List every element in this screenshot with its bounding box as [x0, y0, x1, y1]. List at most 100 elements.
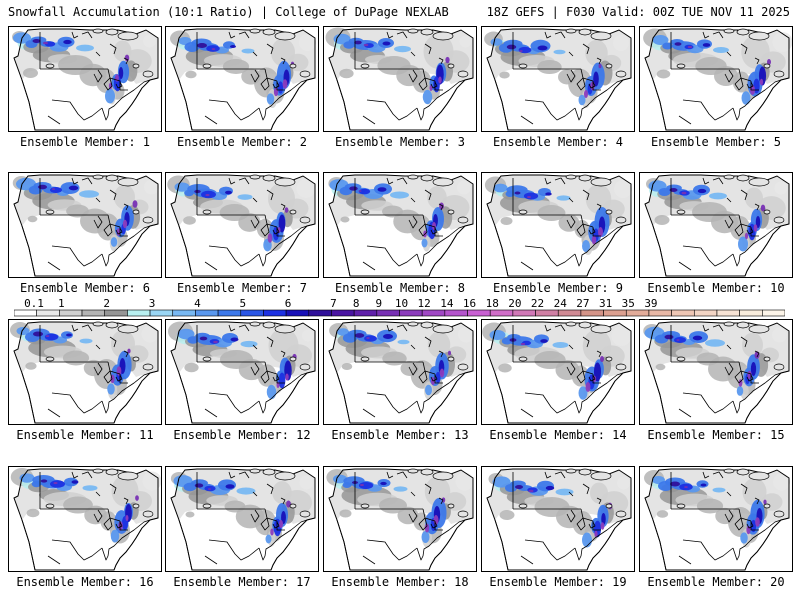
snowfall-map: [8, 172, 162, 278]
colorbar-swatch: [399, 309, 423, 317]
snowfall-map: [639, 26, 793, 132]
colorbar-swatch: [444, 309, 468, 317]
colorbar-tick-label: 9: [376, 297, 383, 310]
member-label: Ensemble Member: 1: [19, 135, 151, 149]
colorbar-swatch: [557, 309, 582, 317]
member-label: Ensemble Member: 4: [492, 135, 624, 149]
snowfall-map: [639, 466, 793, 572]
ensemble-member-panel: Ensemble Member: 17: [165, 466, 319, 589]
colorbar-tick-label: 24: [554, 297, 568, 310]
colorbar-swatch: [580, 309, 604, 317]
member-label: Ensemble Member: 2: [176, 135, 308, 149]
colorbar-swatch: [172, 309, 196, 317]
member-label: Ensemble Member: 6: [19, 281, 151, 295]
snowfall-map: [481, 466, 635, 572]
colorbar-swatch: [739, 309, 763, 317]
colorbar-swatch: [285, 309, 310, 317]
colorbar-tick-label: 2: [103, 297, 110, 310]
colorbar-swatch: [195, 309, 219, 317]
member-label: Ensemble Member: 5: [650, 135, 782, 149]
ensemble-member-panel: Ensemble Member: 3: [323, 26, 477, 149]
colorbar-swatch: [104, 309, 128, 317]
colorbar-swatch: [512, 309, 536, 317]
member-label: Ensemble Member: 13: [331, 428, 469, 442]
snowfall-map: [323, 172, 477, 278]
snowfall-map: [323, 26, 477, 132]
colorbar-swatch: [263, 309, 287, 317]
ensemble-member-panel: Ensemble Member: 2: [165, 26, 319, 149]
colorbar-swatch: [59, 309, 83, 317]
colorbar-swatch: [331, 309, 355, 317]
ensemble-member-panel: Ensemble Member: 7: [165, 172, 319, 295]
colorbar-swatch: [149, 309, 174, 317]
member-label: Ensemble Member: 7: [176, 281, 308, 295]
colorbar-tick-label: 35: [622, 297, 635, 310]
member-label: Ensemble Member: 3: [334, 135, 466, 149]
chart-title: Snowfall Accumulation (10:1 Ratio) | Col…: [8, 5, 449, 19]
snowfall-map: [165, 26, 319, 132]
ensemble-member-panel: Ensemble Member: 9: [481, 172, 635, 295]
snowfall-map: [165, 172, 319, 278]
colorbar-swatch: [716, 309, 740, 317]
snowfall-map: [8, 466, 162, 572]
member-label: Ensemble Member: 10: [647, 281, 785, 295]
snowfall-map: [639, 172, 793, 278]
colorbar-swatch: [671, 309, 695, 317]
colorbar-tick-label: 4: [194, 297, 201, 310]
ensemble-member-panel: Ensemble Member: 10: [639, 172, 793, 295]
snowfall-map: [165, 466, 319, 572]
colorbar-tick-label: 5: [239, 297, 246, 310]
ensemble-member-panel: Ensemble Member: 11: [8, 319, 162, 442]
ensemble-member-panel: Ensemble Member: 5: [639, 26, 793, 149]
ensemble-member-panel: Ensemble Member: 19: [481, 466, 635, 589]
colorbar-tick-label: 16: [463, 297, 476, 310]
colorbar-tick-label: 12: [418, 297, 431, 310]
snowfall-map: [8, 319, 162, 425]
colorbar-swatch: [603, 309, 627, 317]
member-label: Ensemble Member: 15: [647, 428, 785, 442]
colorbar-swatch: [376, 309, 400, 317]
colorbar-swatch: [762, 309, 785, 317]
colorbar-tick-label: 39: [644, 297, 657, 310]
colorbar-swatch: [14, 309, 37, 317]
ensemble-member-panel: Ensemble Member: 13: [323, 319, 477, 442]
ensemble-member-panel: Ensemble Member: 15: [639, 319, 793, 442]
snowfall-map: [323, 319, 477, 425]
member-label: Ensemble Member: 14: [489, 428, 627, 442]
snowfall-map: [8, 26, 162, 132]
ensemble-member-panel: Ensemble Member: 12: [165, 319, 319, 442]
member-label: Ensemble Member: 12: [173, 428, 311, 442]
snowfall-colorbar: 0.1 1 2 3 4 5 6 7 8 9 10 12 14 16 18 20 22 24 27 31 35 39: [14, 297, 785, 317]
ensemble-member-panel: Ensemble Member: 8: [323, 172, 477, 295]
ensemble-member-panel: Ensemble Member: 6: [8, 172, 162, 295]
snowfall-map: [481, 319, 635, 425]
member-label: Ensemble Member: 9: [492, 281, 624, 295]
colorbar-tick-label: 7: [330, 297, 337, 310]
member-label: Ensemble Member: 8: [334, 281, 466, 295]
member-label: Ensemble Member: 20: [647, 575, 785, 589]
colorbar-swatch: [36, 309, 60, 317]
colorbar-swatch: [240, 309, 264, 317]
colorbar-tick-label: 14: [440, 297, 454, 310]
colorbar-swatch: [127, 309, 151, 317]
colorbar-swatch: [489, 309, 514, 317]
colorbar-tick-label: 8: [353, 297, 360, 310]
colorbar-swatch: [217, 309, 242, 317]
ensemble-member-panel: Ensemble Member: 18: [323, 466, 477, 589]
colorbar-swatch: [81, 309, 106, 317]
colorbar-swatch: [648, 309, 672, 317]
colorbar-swatch: [467, 309, 491, 317]
colorbar-tick-label: 10: [395, 297, 408, 310]
ensemble-member-panel: Ensemble Member: 4: [481, 26, 635, 149]
snowfall-map: [323, 466, 477, 572]
run-info: 18Z GEFS | F030 Valid: 00Z TUE NOV 11 20…: [486, 5, 790, 19]
colorbar-tick-label: 22: [531, 297, 544, 310]
colorbar-swatch: [535, 309, 559, 317]
snowfall-map: [165, 319, 319, 425]
colorbar-tick-label: 0.1: [24, 297, 44, 310]
colorbar-tick-label: 1: [58, 297, 65, 310]
member-label: Ensemble Member: 19: [489, 575, 627, 589]
colorbar-swatch: [308, 309, 332, 317]
ensemble-member-panel: Ensemble Member: 16: [8, 466, 162, 589]
colorbar-tick-label: 31: [599, 297, 612, 310]
